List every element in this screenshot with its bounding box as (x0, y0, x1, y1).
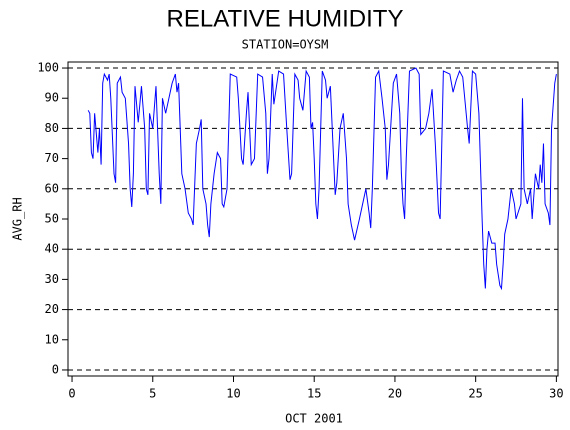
y-tick-label: 70 (45, 151, 59, 165)
y-tick-label: 40 (45, 242, 59, 256)
y-tick-label: 0 (52, 362, 59, 376)
y-tick-label: 20 (45, 302, 59, 316)
y-tick-label: 30 (45, 272, 59, 286)
y-tick-label: 60 (45, 181, 59, 195)
x-tick-label: 0 (68, 387, 75, 401)
y-axis-label: AVG_RH (11, 197, 25, 240)
chart-subtitle: STATION=OYSM (242, 38, 329, 52)
y-tick-label: 90 (45, 91, 59, 105)
y-tick-label: 100 (37, 61, 59, 75)
y-tick-label: 10 (45, 332, 59, 346)
x-tick-label: 5 (149, 387, 156, 401)
plot-frame (67, 61, 559, 377)
x-tick-label: 25 (468, 387, 482, 401)
data-line (87, 67, 557, 291)
chart-title: RELATIVE HUMIDITY (167, 5, 404, 32)
x-tick-label: 20 (388, 387, 402, 401)
x-tick-label: 15 (307, 387, 321, 401)
x-tick-label: 30 (549, 387, 563, 401)
x-tick-label: 10 (226, 387, 240, 401)
y-tick-label: 80 (45, 121, 59, 135)
y-tick-label: 50 (45, 212, 59, 226)
x-axis-label: OCT 2001 (285, 412, 343, 426)
